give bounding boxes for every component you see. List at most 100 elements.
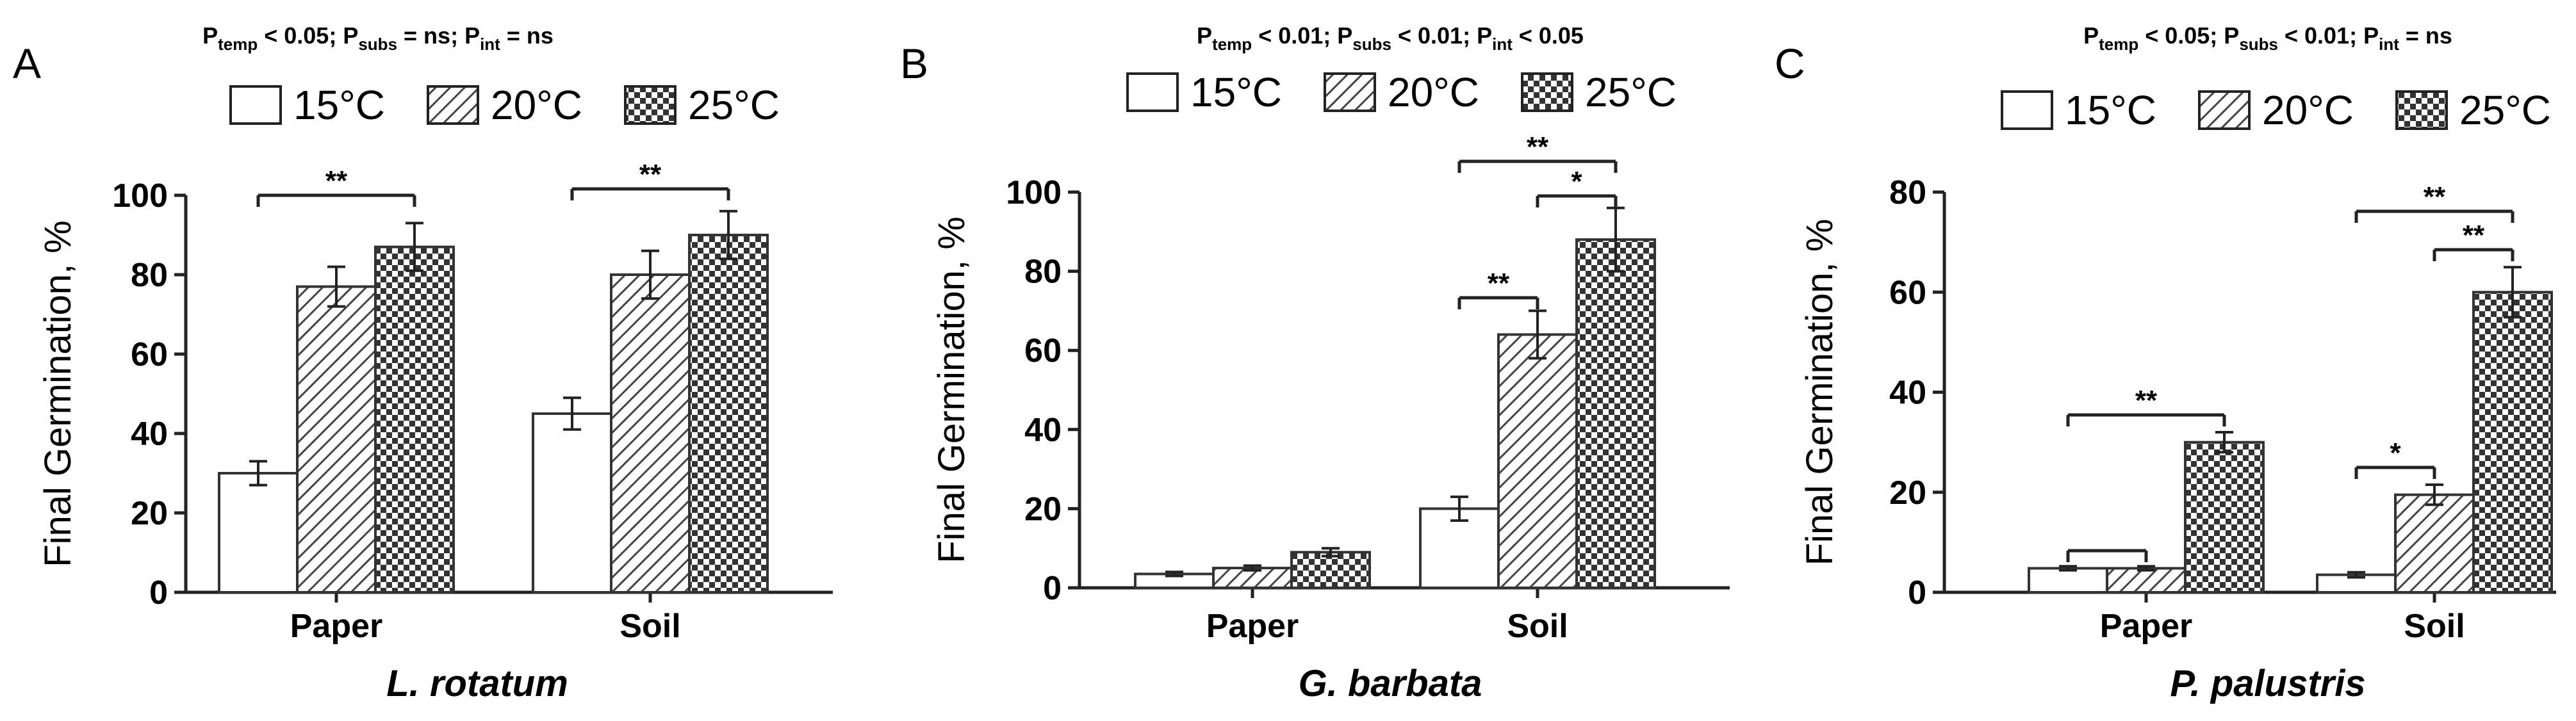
stat-relation: < 0.05 [1513, 22, 1584, 49]
category-label: Soil [2404, 608, 2465, 645]
significance-label: ** [639, 159, 662, 190]
stats-line: Ptemp < 0.05; Psubs = ns; Pint = ns [202, 22, 554, 54]
y-tick-label: 80 [1889, 174, 1926, 211]
panel-letter: B [900, 40, 928, 87]
stat-p: P [202, 22, 218, 49]
y-tick-label: 0 [149, 574, 168, 612]
species-label: P. palustris [2170, 663, 2365, 704]
panel-c: C Ptemp < 0.05; Psubs < 0.01; Pint = ns 15… [1775, 22, 2556, 704]
stat-relation: < 0.01; [1252, 22, 1337, 49]
y-tick-label: 80 [131, 257, 168, 294]
bar [1497, 333, 1578, 589]
bar [1290, 551, 1371, 590]
bar [532, 412, 612, 594]
bar [688, 234, 769, 594]
stat-name: subs [1352, 35, 1391, 54]
bar [374, 245, 455, 594]
stat-p: P [2224, 22, 2239, 49]
legend: 15°C 20°C 25°C [1126, 69, 1677, 115]
category-label: Paper [1206, 608, 1299, 645]
stat-name: temp [2099, 35, 2138, 54]
stats-line: Ptemp < 0.01; Psubs < 0.01; Pint < 0.05 [1197, 22, 1584, 54]
bar [2472, 291, 2553, 594]
significance-label: ** [2424, 181, 2446, 213]
y-tick-label: 60 [1024, 332, 1062, 369]
y-tick-label: 20 [131, 495, 168, 532]
y-tick-label: 20 [1024, 490, 1062, 528]
y-tick-label: 80 [1024, 254, 1062, 291]
significance-label: * [2390, 437, 2401, 469]
y-tick-label: 20 [1889, 474, 1926, 512]
y-tick-label: 60 [131, 336, 168, 373]
bar [2394, 493, 2475, 594]
stat-p: P [1337, 22, 1352, 49]
legend: 15°C 20°C 25°C [229, 82, 780, 128]
legend-label: 20°C [2262, 87, 2354, 133]
y-tick-label: 0 [1908, 574, 1926, 612]
stat-p: P [2363, 22, 2379, 49]
stat-name: subs [2239, 35, 2278, 54]
significance-label: * [1571, 166, 1582, 197]
legend-swatch [229, 85, 282, 125]
legend-label: 20°C [491, 82, 582, 128]
y-tick-label: 40 [131, 416, 168, 453]
legend-label: 20°C [1388, 69, 1479, 115]
bar [2184, 441, 2265, 594]
bar [610, 273, 691, 594]
panel-letter: C [1775, 40, 1805, 87]
stat-name: subs [358, 35, 397, 54]
y-tick-label: 100 [112, 177, 168, 215]
panel-b: B Ptemp < 0.01; Psubs < 0.01; Pint < 0.05… [900, 22, 1730, 704]
legend-swatch [2001, 90, 2053, 130]
legend: 15°C 20°C 25°C [2001, 87, 2551, 133]
category-label: Soil [619, 608, 680, 645]
stat-name: int [480, 35, 500, 54]
stat-relation: = ns [2399, 22, 2452, 49]
y-tick-label: 60 [1889, 274, 1926, 311]
legend-label: 25°C [2459, 87, 2551, 133]
stat-p: P [2083, 22, 2099, 49]
significance-label: ** [2135, 385, 2158, 416]
stat-relation: < 0.01; [1391, 22, 1477, 49]
y-tick-label: 40 [1889, 375, 1926, 412]
significance-label: ** [1488, 268, 1510, 299]
panel-a: A Ptemp < 0.05; Psubs = ns; Pint = ns 15°C… [13, 22, 833, 704]
legend-swatch [2395, 90, 2448, 130]
stat-p: P [464, 22, 480, 49]
legend-label: 25°C [688, 82, 780, 128]
legend-label: 15°C [2065, 87, 2156, 133]
stat-p: P [343, 22, 358, 49]
legend-label: 25°C [1585, 69, 1677, 115]
stat-relation: < 0.05; [2138, 22, 2224, 49]
y-axis-label: Final Germination, % [1799, 219, 1841, 566]
bar [1575, 238, 1656, 590]
bar [296, 285, 377, 594]
legend-swatch [1324, 72, 1376, 112]
stat-name: int [2379, 35, 2399, 54]
y-tick-label: 0 [1043, 570, 1062, 607]
y-axis-label: Final Germination, % [37, 220, 79, 567]
legend-swatch [2198, 90, 2251, 130]
stat-name: int [1492, 35, 1513, 54]
stat-relation: < 0.01; [2278, 22, 2363, 49]
bar [218, 472, 299, 594]
legend-swatch [624, 85, 677, 125]
y-axis-label: Final Germination, % [931, 216, 972, 563]
species-label: G. barbata [1299, 663, 1482, 704]
stat-relation: = ns [500, 22, 554, 49]
category-label: Paper [2100, 608, 2193, 645]
legend-label: 15°C [1190, 69, 1282, 115]
stat-p: P [1477, 22, 1492, 49]
legend-label: 15°C [293, 82, 385, 128]
bar [2028, 567, 2108, 594]
category-label: Paper [290, 608, 383, 645]
category-label: Soil [1507, 608, 1568, 645]
stat-relation: = ns; [397, 22, 464, 49]
significance-label: ** [325, 165, 348, 197]
panel-letter: A [13, 40, 41, 87]
stats-line: Ptemp < 0.05; Psubs < 0.01; Pint = ns [2083, 22, 2452, 54]
species-label: L. rotatum [386, 663, 568, 704]
significance-label: ** [1527, 131, 1549, 163]
bar [2106, 567, 2186, 594]
